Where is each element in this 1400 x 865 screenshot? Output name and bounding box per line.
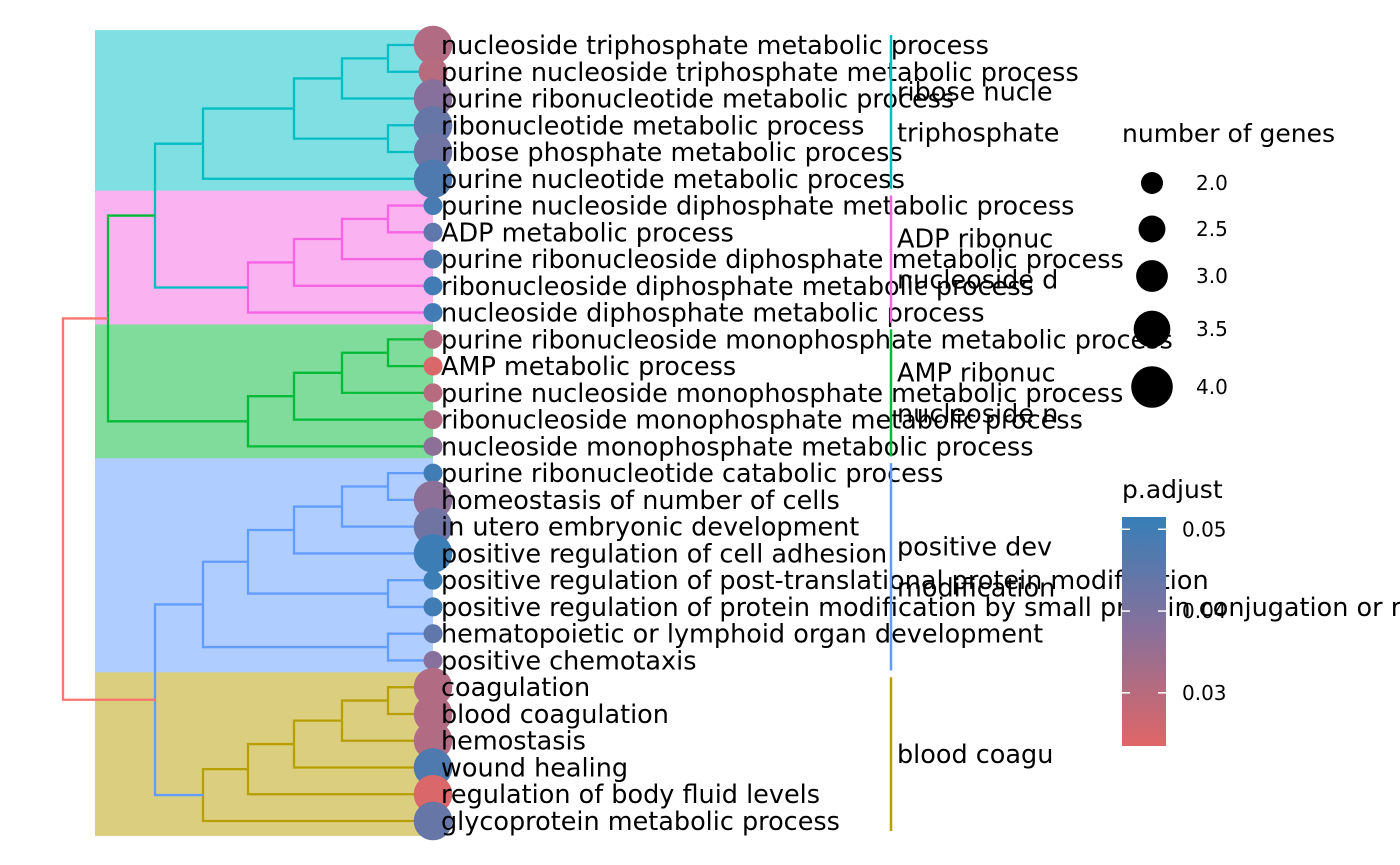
size-legend-key (1134, 311, 1171, 348)
term-point (424, 276, 443, 295)
cluster-band (95, 672, 433, 836)
term-point (424, 464, 443, 483)
term-point (424, 250, 443, 269)
term-label: purine nucleotide metabolic process (441, 165, 905, 195)
size-legend-label: 3.0 (1196, 264, 1228, 288)
term-point (424, 196, 443, 215)
term-label: purine ribonucleotide catabolic process (441, 459, 943, 489)
term-label: AMP metabolic process (441, 352, 736, 382)
color-legend-bar (1122, 517, 1166, 746)
size-legend-label: 2.5 (1196, 217, 1228, 241)
term-point (424, 624, 443, 643)
cluster-label: positive dev (897, 532, 1052, 562)
term-point (424, 383, 443, 402)
term-label: positive chemotaxis (441, 646, 697, 676)
term-point (424, 597, 443, 616)
cluster-bands (95, 30, 433, 836)
size-legend-key (1141, 172, 1163, 194)
term-label: nucleoside diphosphate metabolic process (441, 299, 985, 329)
cluster-label: triphosphate (897, 118, 1059, 148)
term-point (424, 651, 443, 670)
term-label: homeostasis of number of cells (441, 486, 840, 516)
term-label: nucleoside monophosphate metabolic proce… (441, 432, 1034, 462)
term-label: positive regulation of cell adhesion (441, 539, 887, 569)
term-point (424, 357, 443, 376)
term-label: hematopoietic or lymphoid organ developm… (441, 620, 1043, 650)
term-label: nucleoside triphosphate metabolic proces… (441, 31, 989, 61)
term-point (424, 571, 443, 590)
term-labels: nucleoside triphosphate metabolic proces… (441, 31, 1400, 837)
cluster-label: modification (897, 573, 1055, 603)
size-legend-key (1131, 366, 1173, 408)
term-label: ribonucleotide metabolic process (441, 111, 864, 141)
term-label: positive regulation of post-translationa… (441, 566, 1209, 596)
cluster-band (95, 30, 433, 194)
term-point (424, 303, 443, 322)
size-legend-key (1139, 216, 1166, 243)
term-label: purine ribonucleotide metabolic process (441, 85, 954, 115)
cluster-label: blood coagu (897, 740, 1053, 770)
cluster-label: AMP ribonuc (897, 358, 1056, 388)
term-point (424, 330, 443, 349)
color-legend-label: 0.05 (1182, 517, 1227, 541)
size-legend: number of genes 2.0 2.5 3.0 3.5 4.0 (1122, 119, 1335, 408)
term-point (424, 410, 443, 429)
term-label: wound healing (441, 753, 628, 783)
term-label: ADP metabolic process (441, 218, 734, 248)
term-label: purine ribonucleoside monophosphate meta… (441, 325, 1173, 355)
term-label: in utero embryonic development (441, 513, 859, 543)
term-label: glycoprotein metabolic process (441, 807, 840, 837)
term-label: ribose phosphate metabolic process (441, 138, 903, 168)
term-label: purine nucleoside diphosphate metabolic … (441, 192, 1074, 222)
cluster-band (95, 458, 433, 675)
size-legend-title: number of genes (1122, 119, 1335, 148)
term-label: coagulation (441, 673, 590, 703)
size-legend-label: 2.0 (1196, 171, 1228, 195)
color-legend-title: p.adjust (1122, 475, 1223, 504)
color-legend-label: 0.03 (1182, 681, 1227, 705)
color-legend-label: 0.04 (1182, 599, 1227, 623)
cluster-label: ADP ribonuc (897, 225, 1053, 255)
term-point (424, 437, 443, 456)
cluster-label: nucleoside n (897, 399, 1058, 429)
term-label: hemostasis (441, 727, 586, 757)
term-point (424, 223, 443, 242)
term-label: regulation of body fluid levels (441, 780, 820, 810)
cluster-label: nucleoside d (897, 266, 1058, 296)
size-legend-label: 4.0 (1196, 375, 1228, 399)
size-legend-key (1136, 260, 1168, 292)
size-legend-label: 3.5 (1196, 317, 1228, 341)
cluster-label: ribose nucle (897, 77, 1053, 107)
term-label: blood coagulation (441, 700, 669, 730)
